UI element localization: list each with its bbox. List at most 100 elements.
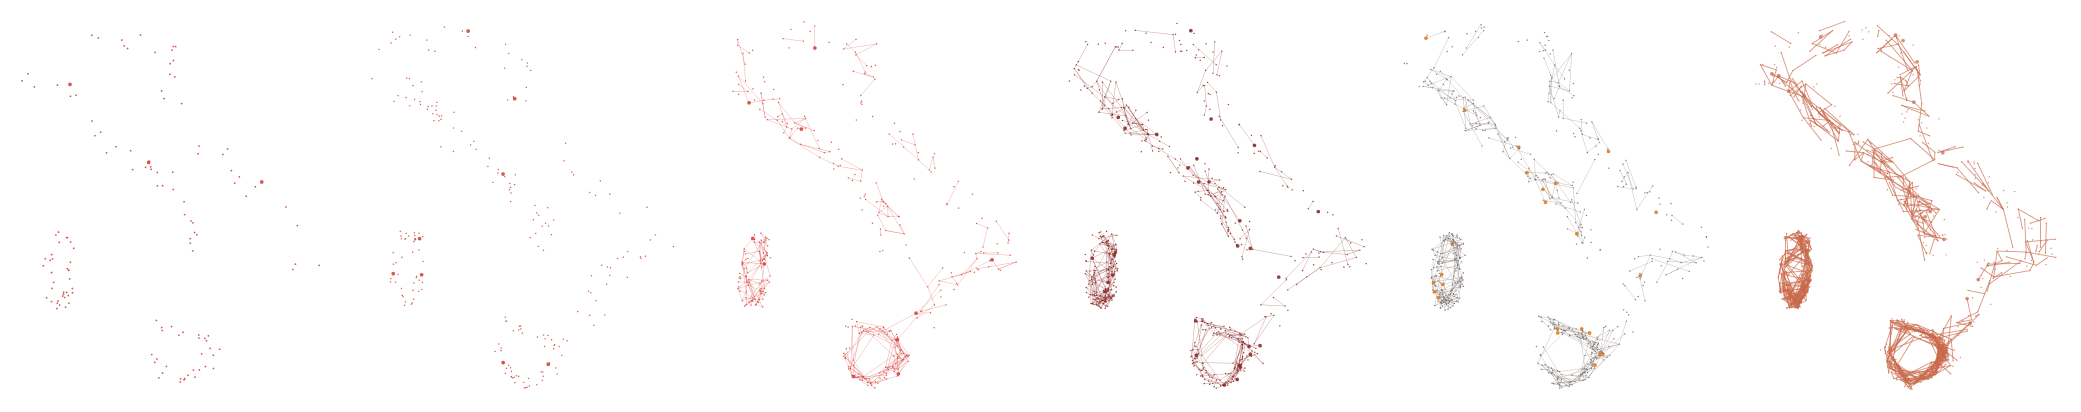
network-node [1830,104,1833,106]
network-node [1494,123,1496,125]
network-node [1571,97,1574,99]
network-edge [1873,161,1895,186]
network-node [1085,291,1088,294]
network-edge [1502,138,1508,152]
network-node [855,54,857,56]
network-node [1987,264,1989,267]
network-node [809,30,811,33]
network-node [1167,155,1169,158]
network-node [1916,223,1918,226]
network-edge [760,240,765,259]
network-node [861,325,864,327]
network-node [2017,216,2019,219]
network-edge [1996,250,2003,262]
network-node [1773,63,1776,66]
network-edge [1888,172,1898,201]
network-node [1215,195,1217,198]
network-node [1551,371,1554,374]
network-edge [1890,371,1906,381]
network-edge [1444,305,1454,311]
network-node [1448,235,1451,237]
network-edge [1097,295,1101,306]
network-node [762,298,764,300]
network-edge [1201,318,1208,324]
network-node [1933,158,1936,161]
network-node [1434,254,1436,256]
network-node [2001,274,2003,277]
network-edge [760,232,770,240]
network-edge [1977,163,1993,195]
network-node [1952,360,1954,362]
network-node [743,248,745,250]
network-node [1922,222,1924,225]
network-node [1931,341,1933,344]
network-edge [1549,53,1572,82]
network-edge [1302,256,1320,259]
network-edge [760,233,768,247]
network-node [443,26,446,28]
network-node [1599,354,1601,357]
network-edge [1091,279,1097,296]
network-node [1204,321,1206,324]
network-node [1430,277,1433,280]
network-node [762,290,764,293]
network-edge [1437,277,1462,282]
network-edge [1100,237,1109,254]
network-node [1815,54,1817,57]
network-node [762,102,764,105]
network-node [1228,336,1230,338]
network-node [1879,160,1882,163]
network-node [1168,145,1171,148]
network-node [1700,226,1703,228]
network-edge [1437,260,1459,262]
network-node [1912,74,1914,76]
network-node [1239,369,1241,371]
network-node [1112,248,1114,250]
network-node [1919,83,1921,85]
network-node [526,65,528,67]
network-node [859,379,861,381]
network-node [1581,333,1583,336]
network-node [1856,143,1858,145]
network-node [1568,90,1571,92]
network-node [1961,319,1964,322]
network-node [1219,379,1221,382]
network-node [760,291,762,293]
network-node [1787,260,1790,263]
network-node [861,209,863,211]
network-node [498,343,500,345]
network-node [1437,260,1439,263]
network-node [1134,117,1137,120]
network-node [758,298,761,301]
network-node [1897,373,1900,375]
network-node [419,100,421,103]
network-node [1603,359,1605,361]
network-node [609,274,611,277]
network-node [764,116,766,118]
network-node [1887,351,1889,353]
network-node [1127,123,1130,125]
network-node [1996,250,1998,252]
network-node [1807,282,1809,284]
network-node [1571,384,1573,386]
network-node [1938,337,1940,339]
network-node [1195,54,1197,56]
network-node [1192,361,1195,364]
network-edge [1445,299,1455,304]
network-node [1441,299,1444,302]
network-edge [1440,71,1464,98]
network-node [414,234,416,237]
network-node [1250,355,1253,358]
network-edge [1458,95,1464,98]
network-node [1809,276,1811,278]
network-node [1924,236,1926,238]
network-node [1788,291,1790,294]
network-node [1331,261,1333,264]
network-edge [855,54,867,66]
network-node [1438,272,1440,275]
network-node [872,76,875,78]
network-node [1239,332,1241,335]
network-node [844,357,846,360]
network-node [1439,301,1441,304]
network-node [1224,217,1227,219]
